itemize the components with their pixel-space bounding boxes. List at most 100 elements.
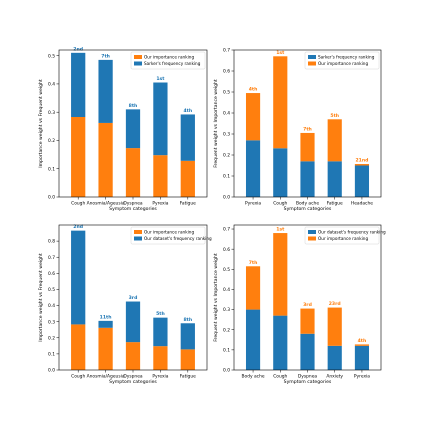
x-tick-label: Dyspnea xyxy=(123,374,143,380)
bar-segment-top xyxy=(98,320,113,328)
legend-box xyxy=(130,226,206,245)
bar-segment-top xyxy=(98,59,113,123)
y-tick-label: 0.4 xyxy=(223,287,230,293)
bar-segment-top xyxy=(300,308,315,334)
x-tick-label: Fatigue xyxy=(180,201,196,207)
y-tick-label: 0.2 xyxy=(223,327,230,333)
y-tick-label: 0.4 xyxy=(48,303,55,309)
y-tick-label: 0.0 xyxy=(223,195,230,201)
y-axis-label: Importance weight vs Frequent weight xyxy=(38,253,44,342)
x-tick-label: Body ache xyxy=(296,201,319,207)
legend-swatch xyxy=(134,230,142,234)
legend-label: Sarker's frequency ranking xyxy=(144,61,201,66)
bar-segment-bottom xyxy=(153,346,168,370)
x-tick-label: Pyrexia xyxy=(245,201,261,207)
bar-rank-label: 21nd xyxy=(355,158,368,164)
bar-rank-label: 7th xyxy=(249,260,258,266)
x-tick-label: Anxiety xyxy=(326,374,343,380)
legend-label: Our importance ranking xyxy=(144,230,194,235)
axes-frame xyxy=(58,49,208,198)
y-tick-label: 0.7 xyxy=(223,48,230,54)
bar-rank-label: 2nd xyxy=(73,46,83,52)
y-tick-label: 0.0 xyxy=(48,195,55,201)
bar-rank-label: 4th xyxy=(183,108,192,114)
legend-label: Sarker's frequency ranking xyxy=(318,55,375,60)
y-tick-label: 0.6 xyxy=(223,69,230,75)
x-tick-label: Cough xyxy=(273,374,287,380)
x-tick-label: Headache xyxy=(351,201,373,207)
bar-rank-label: 5th xyxy=(330,113,339,119)
chart-panel-1: 0.0 0.1 0.2 0.3 0.4 0.5 2nd Cough 7th Anosmia/Age… xyxy=(38,46,208,212)
bar-segment-top xyxy=(153,82,168,156)
x-axis-label: Symptom categories xyxy=(284,206,332,212)
y-tick-label: 0.3 xyxy=(223,307,230,313)
bar-segment-bottom xyxy=(300,161,315,197)
chart-panel-4: 0.0 0.1 0.2 0.3 0.4 0.5 0.6 0.7 7th Body ache 1st C… xyxy=(213,224,386,385)
bar-segment-top xyxy=(273,233,288,316)
bar-segment-bottom xyxy=(153,155,168,197)
x-axis-label: Symptom categories xyxy=(109,379,157,385)
y-tick-label: 0.7 xyxy=(48,255,55,261)
bar-segment-top xyxy=(354,344,370,346)
y-axis-label: Frequent weight vs Importance weight xyxy=(213,79,219,168)
y-tick-label: 0.2 xyxy=(48,335,55,341)
legend-label: Our importance ranking xyxy=(318,61,368,66)
bar-segment-bottom xyxy=(273,148,288,197)
legend-swatch xyxy=(308,230,316,234)
bar-segment-bottom xyxy=(180,160,195,197)
bar-rank-label: 8th xyxy=(183,317,192,323)
legend-swatch xyxy=(134,61,142,66)
bar-rank-label: 1st xyxy=(156,76,165,82)
bar-rank-label: 7th xyxy=(101,53,110,59)
legend-label: Our dataset's frequency ranking xyxy=(144,236,212,241)
bar-segment-top xyxy=(245,266,261,310)
y-tick-label: 0.1 xyxy=(223,174,230,180)
legend-box xyxy=(304,226,380,245)
legend-swatch xyxy=(308,61,316,66)
bar-segment-bottom xyxy=(98,327,113,370)
x-tick-label: Fatigue xyxy=(180,374,196,380)
chart-panel-2: 0.0 0.1 0.2 0.3 0.4 0.5 0.6 0.7 4th Pyrexia 1st Cou… xyxy=(213,48,382,212)
axes-frame xyxy=(58,224,208,371)
legend-label: Our importance ranking xyxy=(318,236,368,241)
bar-segment-top xyxy=(300,132,315,162)
bar-rank-label: 4th xyxy=(249,87,258,93)
bar-segment-top xyxy=(125,301,141,343)
axes-frame xyxy=(233,224,382,371)
x-tick-label: Anosmia/Ageusia xyxy=(87,374,125,380)
bar-segment-bottom xyxy=(327,161,342,197)
bar-segment-bottom xyxy=(180,349,195,370)
y-tick-label: 0.1 xyxy=(48,351,55,357)
legend-box xyxy=(304,51,380,70)
y-tick-label: 0.5 xyxy=(223,90,230,96)
bar-segment-bottom xyxy=(71,324,86,370)
y-axis-label: Frequent weight vs Importance weight xyxy=(213,253,219,342)
y-axis-label: Importance weight vs Frequent weight xyxy=(38,79,44,168)
y-tick-label: 0.5 xyxy=(48,53,55,59)
y-tick-label: 0.0 xyxy=(223,368,230,374)
y-tick-label: 0.8 xyxy=(48,239,55,245)
chart-panel-3: 0.0 0.1 0.2 0.3 0.4 0.5 0.6 0.7 0.8 2nd Cough 11th A… xyxy=(38,224,212,385)
y-tick-label: 0.0 xyxy=(48,368,55,374)
bar-rank-label: 11th xyxy=(100,314,112,320)
legend-label: Our dataset's frequency ranking xyxy=(318,230,386,235)
axes-frame xyxy=(233,49,382,198)
x-tick-label: Dyspnea xyxy=(123,201,143,207)
legend-box xyxy=(130,51,206,70)
bar-segment-top xyxy=(273,56,288,149)
legend-swatch xyxy=(308,236,316,241)
bar-segment-bottom xyxy=(300,333,315,370)
bar-segment-bottom xyxy=(273,315,288,370)
bar-rank-label: 5th xyxy=(156,311,165,317)
bar-segment-bottom xyxy=(327,345,342,370)
x-tick-label: Pyrexia xyxy=(152,201,168,207)
x-tick-label: Pyrexia xyxy=(354,374,370,380)
bar-segment-top xyxy=(71,52,86,117)
bar-segment-top xyxy=(327,307,342,346)
x-axis-label: Symptom categories xyxy=(284,379,332,385)
y-tick-label: 0.5 xyxy=(48,287,55,293)
bar-segment-top xyxy=(327,119,342,162)
bar-segment-top xyxy=(180,323,195,350)
bar-rank-label: 4th xyxy=(358,338,367,344)
